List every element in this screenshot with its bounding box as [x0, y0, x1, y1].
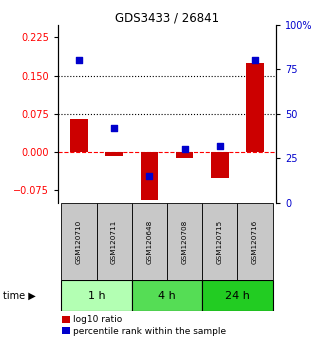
Bar	[97, 202, 132, 280]
Bar	[237, 202, 273, 280]
Point	[217, 143, 222, 148]
Bar	[105, 152, 123, 156]
Point	[147, 173, 152, 179]
Bar	[141, 152, 158, 200]
Text: GSM120711: GSM120711	[111, 219, 117, 263]
Bar	[132, 202, 167, 280]
Bar	[61, 202, 97, 280]
Legend: log10 ratio, percentile rank within the sample: log10 ratio, percentile rank within the …	[62, 315, 226, 336]
Point	[76, 57, 82, 63]
Point	[252, 57, 257, 63]
Bar	[167, 202, 202, 280]
Text: GSM120648: GSM120648	[146, 219, 152, 263]
Text: GSM120715: GSM120715	[217, 219, 223, 263]
Bar	[70, 119, 88, 152]
Text: 1 h: 1 h	[88, 291, 105, 301]
Point	[182, 146, 187, 152]
Text: GSM120708: GSM120708	[181, 219, 187, 263]
Text: 24 h: 24 h	[225, 291, 250, 301]
Bar	[202, 280, 273, 311]
Bar	[202, 202, 237, 280]
Text: time ▶: time ▶	[3, 291, 36, 301]
Title: GDS3433 / 26841: GDS3433 / 26841	[115, 12, 219, 25]
Point	[111, 125, 117, 131]
Bar	[211, 152, 229, 178]
Bar	[132, 280, 202, 311]
Text: 4 h: 4 h	[158, 291, 176, 301]
Text: GSM120716: GSM120716	[252, 219, 258, 263]
Bar	[246, 63, 264, 152]
Bar	[61, 280, 132, 311]
Text: GSM120710: GSM120710	[76, 219, 82, 263]
Bar	[176, 152, 193, 158]
